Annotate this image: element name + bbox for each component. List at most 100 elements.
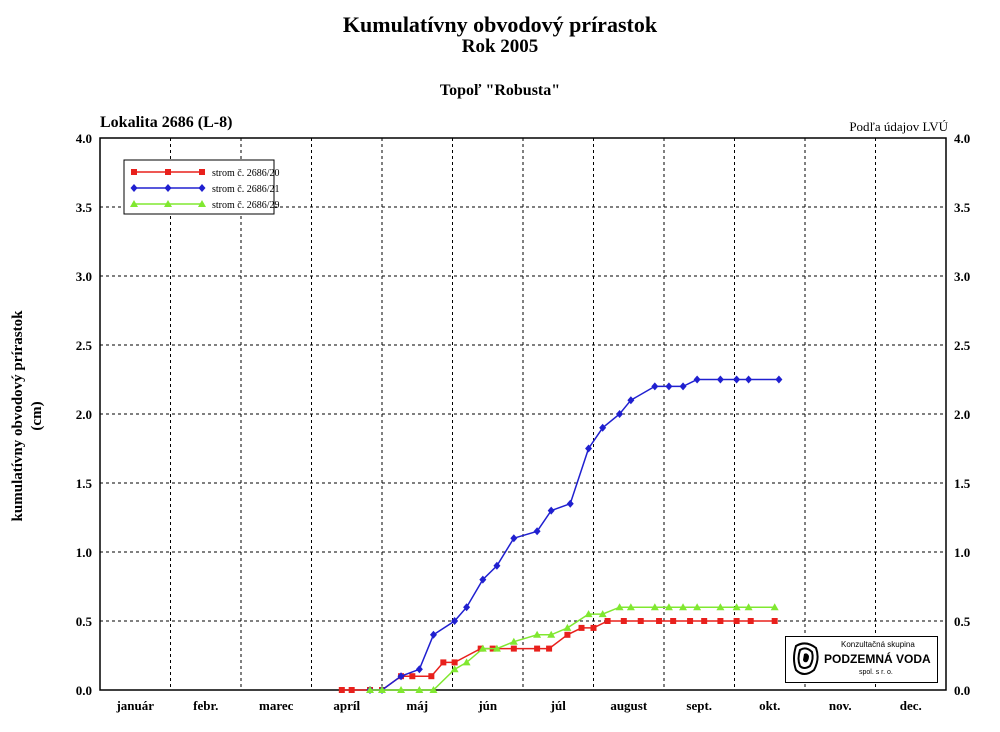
data-point-series-3	[615, 603, 624, 611]
data-point-series-3	[533, 630, 542, 638]
y-tick-label-left: 3.0	[76, 269, 92, 284]
y-tick-label-left: 3.5	[76, 200, 93, 215]
y-tick-label-right: 0.0	[954, 683, 970, 698]
data-point-series-2	[679, 382, 687, 391]
data-point-series-3	[429, 686, 438, 693]
legend-marker	[198, 184, 206, 192]
y-tick-label-right: 1.5	[954, 476, 971, 491]
data-point-series-1	[546, 645, 553, 652]
data-point-series-1	[564, 631, 571, 638]
data-point-series-3	[397, 686, 406, 693]
data-point-series-3	[716, 603, 725, 611]
y-tick-label-left: 1.0	[76, 545, 92, 560]
legend-marker	[130, 184, 138, 192]
data-point-series-2	[693, 375, 701, 384]
x-month-label: marec	[259, 698, 294, 713]
data-point-series-1	[747, 618, 754, 624]
source-note: Podľa údajov LVÚ	[849, 119, 948, 134]
company-logo: Konzultačná skupina PODZEMNÁ VODA spol. …	[785, 636, 938, 683]
data-point-series-1	[637, 618, 644, 624]
data-point-series-2	[745, 375, 753, 384]
data-point-series-3	[366, 686, 375, 693]
logo-line-1: Konzultačná skupina	[841, 640, 915, 649]
data-point-series-1	[428, 673, 435, 680]
data-point-series-2	[616, 410, 624, 418]
data-point-series-1	[338, 687, 345, 693]
legend-label: strom č. 2686/29	[212, 200, 280, 211]
y-tick-label-left: 0.5	[76, 614, 93, 629]
data-point-series-2	[599, 423, 607, 432]
data-point-series-3	[744, 603, 753, 611]
legend-marker	[164, 184, 172, 192]
data-point-series-1	[656, 618, 663, 624]
data-point-series-3	[462, 658, 471, 666]
y-tick-label-right: 2.5	[954, 338, 971, 353]
data-point-series-1	[534, 645, 541, 652]
x-month-label: febr.	[193, 698, 218, 713]
x-month-label: nov.	[829, 698, 852, 713]
x-month-label: sept.	[686, 698, 712, 713]
x-month-label: apríl	[333, 698, 360, 713]
data-point-series-3	[547, 630, 556, 638]
x-month-label: okt.	[759, 698, 780, 713]
data-point-series-1	[590, 624, 597, 631]
data-point-series-3	[732, 603, 741, 611]
data-point-series-2	[665, 382, 673, 391]
data-point-series-1	[771, 618, 778, 624]
x-month-label: jún	[477, 698, 498, 713]
y-tick-label-right: 4.0	[954, 131, 970, 146]
y-tick-label-left: 4.0	[76, 131, 92, 146]
data-point-series-3	[478, 644, 487, 652]
data-point-series-2	[775, 375, 783, 384]
data-point-series-2	[716, 375, 724, 384]
series-line-2	[370, 378, 779, 691]
data-point-series-2	[566, 499, 574, 508]
data-point-series-3	[450, 665, 459, 673]
data-point-series-2	[429, 630, 437, 639]
legend-marker	[164, 200, 172, 207]
data-point-series-1	[409, 673, 416, 680]
y-tick-label-right: 0.5	[954, 614, 971, 629]
data-point-series-2	[651, 382, 659, 391]
data-point-series-3	[693, 603, 702, 611]
x-month-label: január	[115, 698, 154, 713]
data-point-series-3	[415, 686, 424, 693]
data-point-series-3	[626, 603, 635, 611]
legend-label: strom č. 2686/20	[212, 168, 280, 179]
data-point-series-3	[492, 644, 501, 652]
locality-label: Lokalita 2686 (L-8)	[100, 114, 233, 131]
legend-label: strom č. 2686/21	[212, 184, 280, 195]
logo-icon	[793, 642, 819, 675]
data-point-series-1	[348, 687, 355, 693]
data-point-series-2	[493, 561, 501, 570]
data-point-series-2	[510, 534, 518, 543]
legend-marker	[165, 169, 171, 175]
x-month-label: máj	[406, 698, 428, 713]
y-tick-label-right: 2.0	[954, 407, 970, 422]
data-point-series-1	[717, 618, 724, 624]
data-point-series-1	[687, 618, 694, 624]
x-month-label: júl	[550, 698, 567, 713]
data-point-series-2	[547, 506, 555, 515]
data-point-series-2	[397, 672, 405, 681]
data-point-series-1	[701, 618, 708, 624]
logo-line-3: spol. s r. o.	[859, 669, 893, 676]
legend-marker	[131, 169, 137, 175]
legend-marker	[199, 169, 205, 175]
series-line-1	[341, 620, 775, 691]
data-point-series-1	[451, 659, 458, 666]
data-point-series-2	[451, 617, 459, 625]
data-point-series-2	[479, 575, 487, 584]
y-tick-label-right: 1.0	[954, 545, 970, 560]
y-tick-label-left: 2.0	[76, 407, 92, 422]
data-point-series-3	[598, 610, 607, 618]
x-month-label: august	[610, 698, 648, 713]
data-point-series-3	[679, 603, 688, 611]
y-tick-label-right: 3.0	[954, 269, 970, 284]
y-tick-label-left: 1.5	[76, 476, 93, 491]
chart-title: Kumulatívny obvodový prírastok	[342, 12, 658, 37]
chart-subtitle: Rok 2005	[461, 36, 539, 57]
legend-marker	[198, 200, 206, 207]
data-point-series-3	[770, 603, 779, 611]
